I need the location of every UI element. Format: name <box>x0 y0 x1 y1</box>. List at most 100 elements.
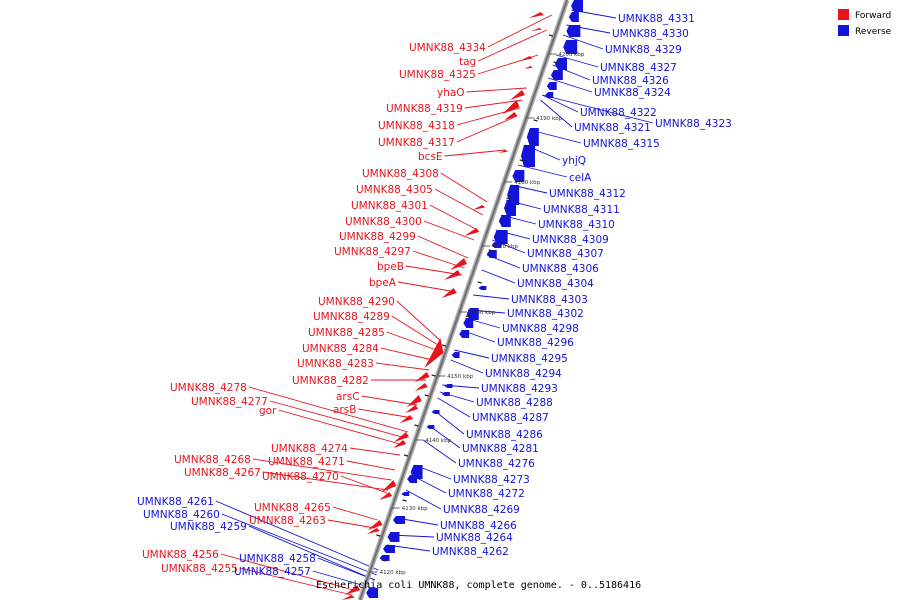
reverse-gene-label: UMNK88_4298 <box>502 323 579 335</box>
forward-gene-feature <box>443 270 461 280</box>
forward-leader-line <box>434 188 484 216</box>
forward-leader-line <box>239 567 352 596</box>
reverse-gene-feature <box>568 12 579 22</box>
reverse-gene-label: UMNK88_4294 <box>485 368 562 380</box>
forward-gene-feature <box>414 383 428 391</box>
forward-gene-label: arsB <box>333 404 356 416</box>
reverse-gene-label: UMNK88_4303 <box>511 294 588 306</box>
reverse-leader-line <box>481 269 516 284</box>
forward-gene-feature <box>524 66 534 69</box>
forward-leader-line <box>487 14 553 48</box>
tick-label: 4140 kbp <box>425 438 451 444</box>
forward-leader-line <box>220 553 354 591</box>
forward-gene-label: UMNK88_4290 <box>318 296 395 308</box>
reverse-leader-line <box>542 94 579 113</box>
reverse-gene-feature <box>493 230 508 244</box>
tick-label: 4170 kbp <box>492 244 518 250</box>
reverse-gene-feature <box>366 588 379 598</box>
reverse-gene-label: UMNK88_4293 <box>481 383 558 395</box>
forward-gene-label: UMNK88_4263 <box>249 515 326 527</box>
forward-leader-line <box>456 115 518 143</box>
forward-gene-feature <box>528 12 544 18</box>
reverse-gene-label: UMNK88_4311 <box>543 204 620 216</box>
forward-gene-feature <box>449 258 467 270</box>
forward-gene-feature <box>393 440 407 448</box>
forward-gene-label: UMNK88_4297 <box>334 246 411 258</box>
reverse-gene-label: UMNK88_4286 <box>466 429 543 441</box>
reverse-leader-line <box>317 557 376 581</box>
forward-gene-label: UMNK88_4308 <box>362 168 439 180</box>
forward-gene-feature <box>381 480 397 492</box>
feature-marker <box>431 374 436 377</box>
forward-gene-label: bpeB <box>377 261 404 273</box>
reverse-gene-label: UMNK88_4327 <box>600 62 677 74</box>
tick-label: 4160 kbp <box>469 310 495 316</box>
reverse-gene-label: UMNK88_4262 <box>432 546 509 558</box>
reverse-leader-line <box>450 359 484 374</box>
reverse-leader-line <box>312 570 373 589</box>
reverse-gene-feature <box>392 516 405 524</box>
reverse-gene-label: UMNK88_4323 <box>655 118 732 130</box>
reverse-gene-label: UMNK88_4309 <box>532 234 609 246</box>
forward-gene-feature <box>464 228 480 236</box>
forward-gene-label: UMNK88_4283 <box>297 358 374 370</box>
reverse-leader-line <box>473 294 510 300</box>
reverse-gene-label: UMNK88_4269 <box>443 504 520 516</box>
legend-forward-label: Forward <box>855 11 891 21</box>
forward-gene-feature <box>393 432 409 442</box>
forward-gene-label: UMNK88_4289 <box>313 311 390 323</box>
forward-gene-feature <box>441 288 457 298</box>
tick-label: 4190 kbp <box>536 116 562 122</box>
reverse-gene-feature <box>459 330 470 338</box>
forward-gene-feature <box>406 395 422 407</box>
reverse-gene-feature <box>463 318 474 328</box>
forward-gene-label: arsC <box>336 391 360 403</box>
gene-features <box>341 0 583 600</box>
scale-ticks: 4120 kbp 4130 kbp 4140 kbp 4150 kbp 4160 kbp… <box>369 52 585 576</box>
feature-marker <box>402 499 407 502</box>
reverse-gene-feature <box>512 170 525 182</box>
reverse-gene-feature <box>441 392 450 396</box>
forward-leader-line <box>332 506 378 521</box>
forward-gene-feature <box>504 112 518 120</box>
reverse-gene-label: UMNK88_4331 <box>618 13 695 25</box>
legend-forward-swatch <box>838 9 849 20</box>
legend-reverse-swatch <box>838 25 849 36</box>
feature-marker <box>424 394 429 397</box>
reverse-gene-label: UMNK88_4257 <box>234 566 311 578</box>
reverse-gene-label: UMNK88_4306 <box>522 263 599 275</box>
forward-gene-label: UMNK88_4300 <box>345 216 422 228</box>
reverse-gene-feature <box>491 242 502 248</box>
feature-marker <box>519 159 524 162</box>
forward-gene-feature <box>499 150 509 153</box>
forward-gene-feature <box>399 415 413 423</box>
forward-leader-line <box>375 362 430 371</box>
forward-leader-line <box>349 447 401 456</box>
reverse-gene-feature <box>401 492 410 496</box>
reverse-gene-feature <box>520 145 535 167</box>
feature-marker <box>414 424 419 427</box>
forward-gene-label: tag <box>459 56 476 68</box>
forward-leader-line <box>278 409 404 446</box>
forward-leader-line <box>380 347 433 361</box>
forward-leader-line <box>269 400 407 439</box>
tick-label: 4130 kbp <box>402 506 428 512</box>
reverse-leader-line <box>540 99 573 128</box>
tick-label: 4180 kbp <box>514 180 540 186</box>
feature-marker <box>381 559 386 562</box>
reverse-gene-label: celA <box>569 172 592 184</box>
forward-gene-label: UMNK88_4318 <box>378 120 455 132</box>
forward-gene-label: bcsE <box>418 151 443 163</box>
reverse-leader-line <box>547 77 593 93</box>
forward-leader-line <box>466 87 527 93</box>
reverse-gene-feature <box>451 352 460 358</box>
forward-leader-line <box>386 331 437 351</box>
forward-gene-feature <box>502 100 520 114</box>
forward-gene-feature <box>414 372 430 382</box>
reverse-gene-label: UMNK88_4296 <box>497 337 574 349</box>
reverse-gene-label: UMNK88_4259 <box>170 521 247 533</box>
reverse-gene-label: UMNK88_4312 <box>549 188 626 200</box>
reverse-gene-feature <box>566 25 581 37</box>
reverse-gene-label: UMNK88_4272 <box>448 488 525 500</box>
